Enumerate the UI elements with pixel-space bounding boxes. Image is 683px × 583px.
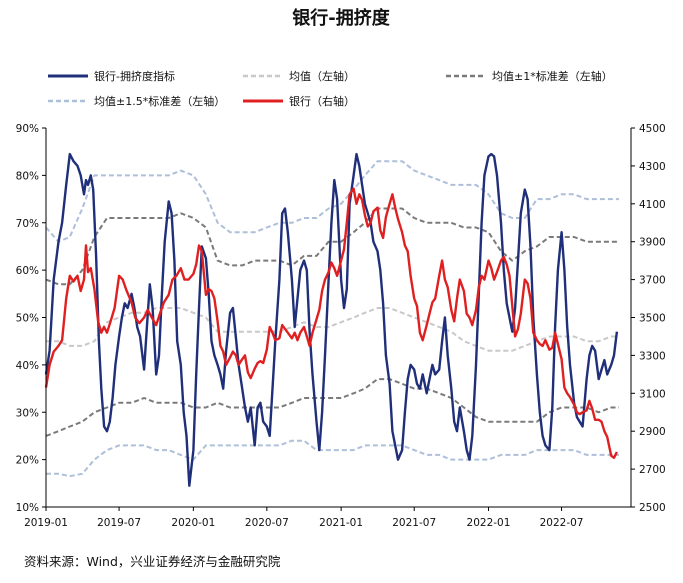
x-tick-label: 2021-07 (392, 517, 436, 529)
left-tick-label: 20% (16, 455, 39, 467)
series-line-3 (45, 378, 619, 437)
legend: 银行-拥挤度指标 均值（左轴） 均值±1*标准差（左轴） 均值±1.5*标准差（左轴）… (48, 69, 613, 108)
right-tick-label: 3700 (639, 275, 666, 287)
right-tick-label: 4500 (639, 123, 666, 135)
left-tick-label: 30% (16, 407, 39, 419)
left-tick-label: 60% (16, 265, 39, 277)
legend-label-2: 均值±1*标准差（左轴） (492, 69, 613, 83)
right-tick-label: 2500 (639, 502, 666, 514)
series-line-6 (44, 187, 618, 459)
right-tick-label: 3500 (639, 313, 666, 325)
left-tick-label: 80% (16, 170, 39, 182)
right-tick-label: 4300 (639, 161, 666, 173)
right-tick-label: 2700 (639, 464, 666, 476)
axes: 90% 80% 70% 60% 50% 40% 30% 20% 10% 4500 4300 4100 3… (16, 123, 666, 529)
x-tick-label: 2019-07 (97, 517, 141, 529)
series-line-0 (44, 152, 619, 487)
series-line-5 (46, 439, 619, 478)
legend-label-3: 均值±1.5*标准差（左轴） (94, 94, 225, 108)
right-tick-label: 2900 (639, 426, 666, 438)
series-layer (44, 152, 619, 487)
left-tick-label: 50% (16, 313, 39, 325)
x-tick-label: 2020-07 (245, 517, 289, 529)
right-tick-label: 3100 (639, 388, 666, 400)
x-tick-label: 2019-01 (24, 517, 68, 529)
x-tick-label: 2020-01 (171, 517, 215, 529)
chart-title: 银行-拥挤度 (292, 7, 390, 29)
x-tick-label: 2022-01 (467, 517, 511, 529)
x-tick-label: 2022-07 (540, 517, 584, 529)
left-tick-label: 90% (16, 123, 39, 135)
series-line-1 (46, 307, 619, 352)
left-tick-label: 40% (16, 360, 39, 372)
legend-label-4: 银行（右轴） (289, 94, 355, 108)
right-tick-label: 3900 (639, 237, 666, 249)
plot-area: 90% 80% 70% 60% 50% 40% 30% 20% 10% 4500 4300 4100 3… (16, 123, 666, 529)
left-tick-label: 10% (16, 502, 39, 514)
right-tick-label: 4100 (639, 199, 666, 211)
x-tick-label: 2021-01 (319, 517, 363, 529)
series-line-4 (45, 160, 619, 243)
left-tick-label: 70% (16, 218, 39, 230)
legend-label-0: 银行-拥挤度指标 (94, 69, 175, 83)
legend-label-1: 均值（左轴） (289, 69, 355, 83)
series-line-2 (45, 207, 619, 286)
source-note: 资料来源：Wind，兴业证券经济与金融研究院 (24, 554, 281, 569)
right-tick-label: 3300 (639, 350, 666, 362)
